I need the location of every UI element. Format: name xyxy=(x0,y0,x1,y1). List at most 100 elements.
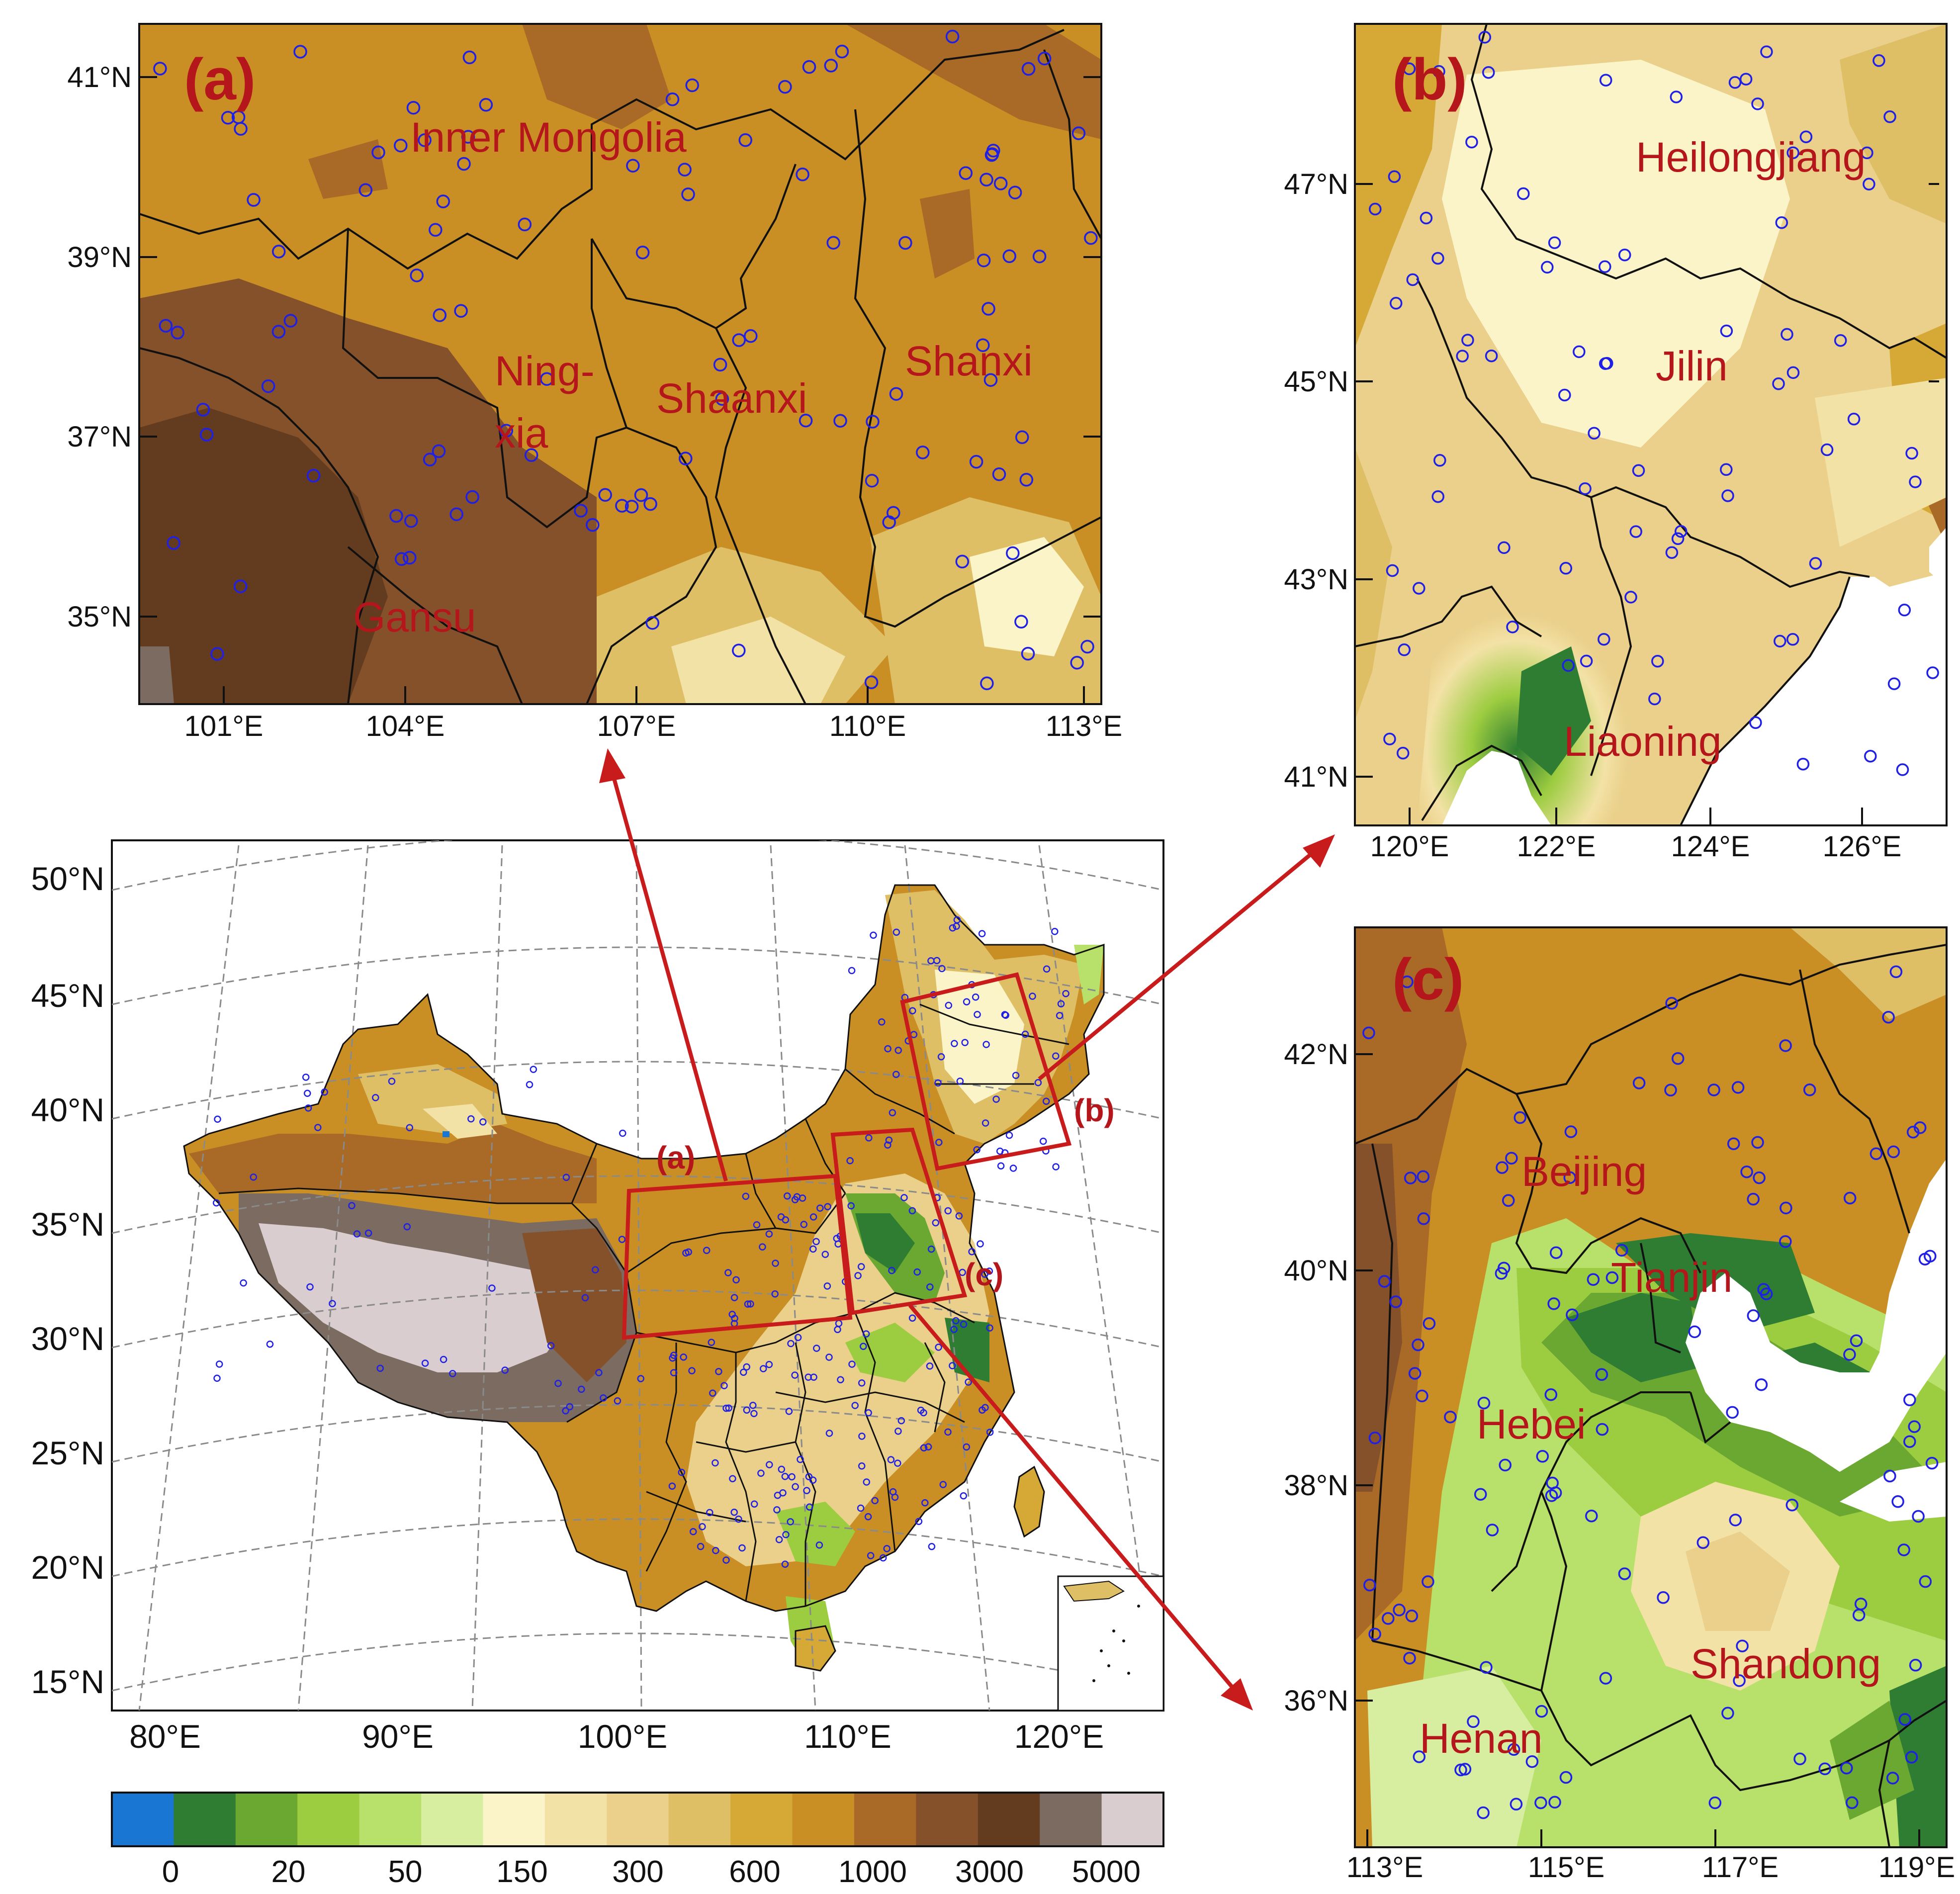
station-marker xyxy=(1775,216,1788,229)
station-marker xyxy=(1579,482,1592,495)
station-marker xyxy=(709,1389,716,1397)
station-marker xyxy=(1721,489,1734,502)
station-marker xyxy=(766,1461,773,1468)
station-marker xyxy=(778,1465,786,1473)
station-marker xyxy=(782,1531,790,1538)
station-marker xyxy=(865,473,879,488)
station-marker xyxy=(595,1369,603,1376)
station-marker xyxy=(1786,633,1799,646)
box-label-b: (b) xyxy=(1074,1092,1115,1128)
station-marker xyxy=(862,1330,870,1338)
station-marker xyxy=(858,1433,866,1440)
panel-c: 42°N 40°N 38°N 36°N 113°E 115°E 117°E 11… xyxy=(1284,926,1955,1884)
panel-b-boundaries xyxy=(1355,24,1947,825)
station-marker xyxy=(1431,490,1444,503)
panel-b-lat-label: 45°N xyxy=(1284,365,1348,398)
box-c xyxy=(830,1127,968,1315)
station-marker xyxy=(1548,236,1561,249)
station-marker xyxy=(953,922,960,930)
station-marker xyxy=(952,1317,960,1325)
station-marker xyxy=(668,1482,676,1490)
station-marker xyxy=(364,1229,372,1237)
colorbar-tick-label: 1000 xyxy=(838,1855,907,1889)
station-marker xyxy=(800,1221,808,1228)
colorbar-cell xyxy=(483,1793,545,1846)
station-marker xyxy=(635,246,650,260)
colorbar-cell xyxy=(174,1793,236,1846)
station-marker xyxy=(1599,260,1611,273)
station-marker xyxy=(1396,746,1410,760)
station-marker xyxy=(1002,249,1016,264)
station-marker xyxy=(1721,1707,1734,1720)
station-marker xyxy=(449,1370,456,1377)
box-a xyxy=(622,1173,853,1340)
station-marker xyxy=(791,1196,799,1203)
station-marker xyxy=(921,1499,929,1507)
station-marker xyxy=(1465,135,1478,149)
station-marker xyxy=(1454,1763,1467,1777)
station-marker xyxy=(1651,654,1664,668)
station-marker xyxy=(1601,357,1613,370)
station-marker xyxy=(992,467,1006,481)
station-marker xyxy=(1840,1761,1853,1775)
station-marker xyxy=(913,1268,921,1276)
station-marker xyxy=(1406,273,1420,286)
station-marker xyxy=(1408,1367,1422,1380)
station-marker xyxy=(1908,1420,1921,1433)
station-marker xyxy=(846,1157,854,1165)
panel-a-stations xyxy=(153,29,1098,691)
station-marker xyxy=(1006,546,1020,560)
station-marker xyxy=(562,1173,570,1181)
station-marker xyxy=(848,967,856,975)
station-marker xyxy=(1665,546,1679,559)
main-lat-label: 20°N xyxy=(31,1549,104,1586)
station-marker xyxy=(1417,1212,1430,1225)
station-marker xyxy=(981,1404,989,1412)
station-marker xyxy=(735,1515,742,1523)
station-marker xyxy=(1726,1406,1739,1419)
colorbar: 0 20 50 150 300 600 1000 3000 5000 xyxy=(111,1792,1164,1889)
station-marker xyxy=(1517,187,1530,200)
station-marker xyxy=(1422,1575,1434,1588)
station-marker xyxy=(1042,1097,1050,1105)
panel-a-lon-label: 104°E xyxy=(366,710,445,742)
main-lat-label: 25°N xyxy=(31,1435,104,1471)
station-marker xyxy=(1780,1201,1792,1215)
station-marker xyxy=(816,1204,824,1212)
station-marker xyxy=(1043,965,1051,973)
main-lat-label: 35°N xyxy=(31,1206,104,1243)
station-marker xyxy=(403,550,417,565)
main-lat-label: 45°N xyxy=(31,977,104,1014)
station-marker xyxy=(857,1504,865,1512)
station-marker xyxy=(791,1371,799,1379)
colorbar-cell xyxy=(235,1793,298,1846)
station-marker xyxy=(1882,1010,1895,1024)
station-marker xyxy=(1799,130,1813,143)
station-marker xyxy=(1478,31,1492,44)
station-marker xyxy=(977,1240,984,1248)
station-marker xyxy=(1919,1575,1932,1588)
colorbar-tick-label: 3000 xyxy=(955,1855,1024,1889)
station-marker xyxy=(976,338,990,352)
station-marker xyxy=(348,1202,356,1209)
station-marker xyxy=(826,236,840,250)
colorbar-tick-label: 300 xyxy=(612,1855,663,1889)
panel-b-lon-label: 122°E xyxy=(1517,830,1596,863)
station-marker xyxy=(973,1146,980,1154)
station-marker xyxy=(462,50,477,65)
station-marker xyxy=(854,1272,862,1279)
station-marker xyxy=(1728,76,1742,89)
station-marker xyxy=(266,1340,274,1348)
station-marker xyxy=(1525,1755,1539,1768)
station-marker xyxy=(1736,1639,1749,1652)
station-marker xyxy=(1562,659,1575,672)
station-marker xyxy=(809,1476,817,1484)
box-b xyxy=(900,972,1072,1171)
station-marker xyxy=(865,1409,872,1417)
panel-b-lat-label: 43°N xyxy=(1284,563,1348,596)
station-marker xyxy=(892,1071,900,1078)
station-marker xyxy=(712,1547,719,1554)
region-label-ningxia: xia xyxy=(495,410,548,456)
panel-b-terrain xyxy=(1355,24,1947,825)
region-label-liaoning: Liaoning xyxy=(1564,718,1722,765)
